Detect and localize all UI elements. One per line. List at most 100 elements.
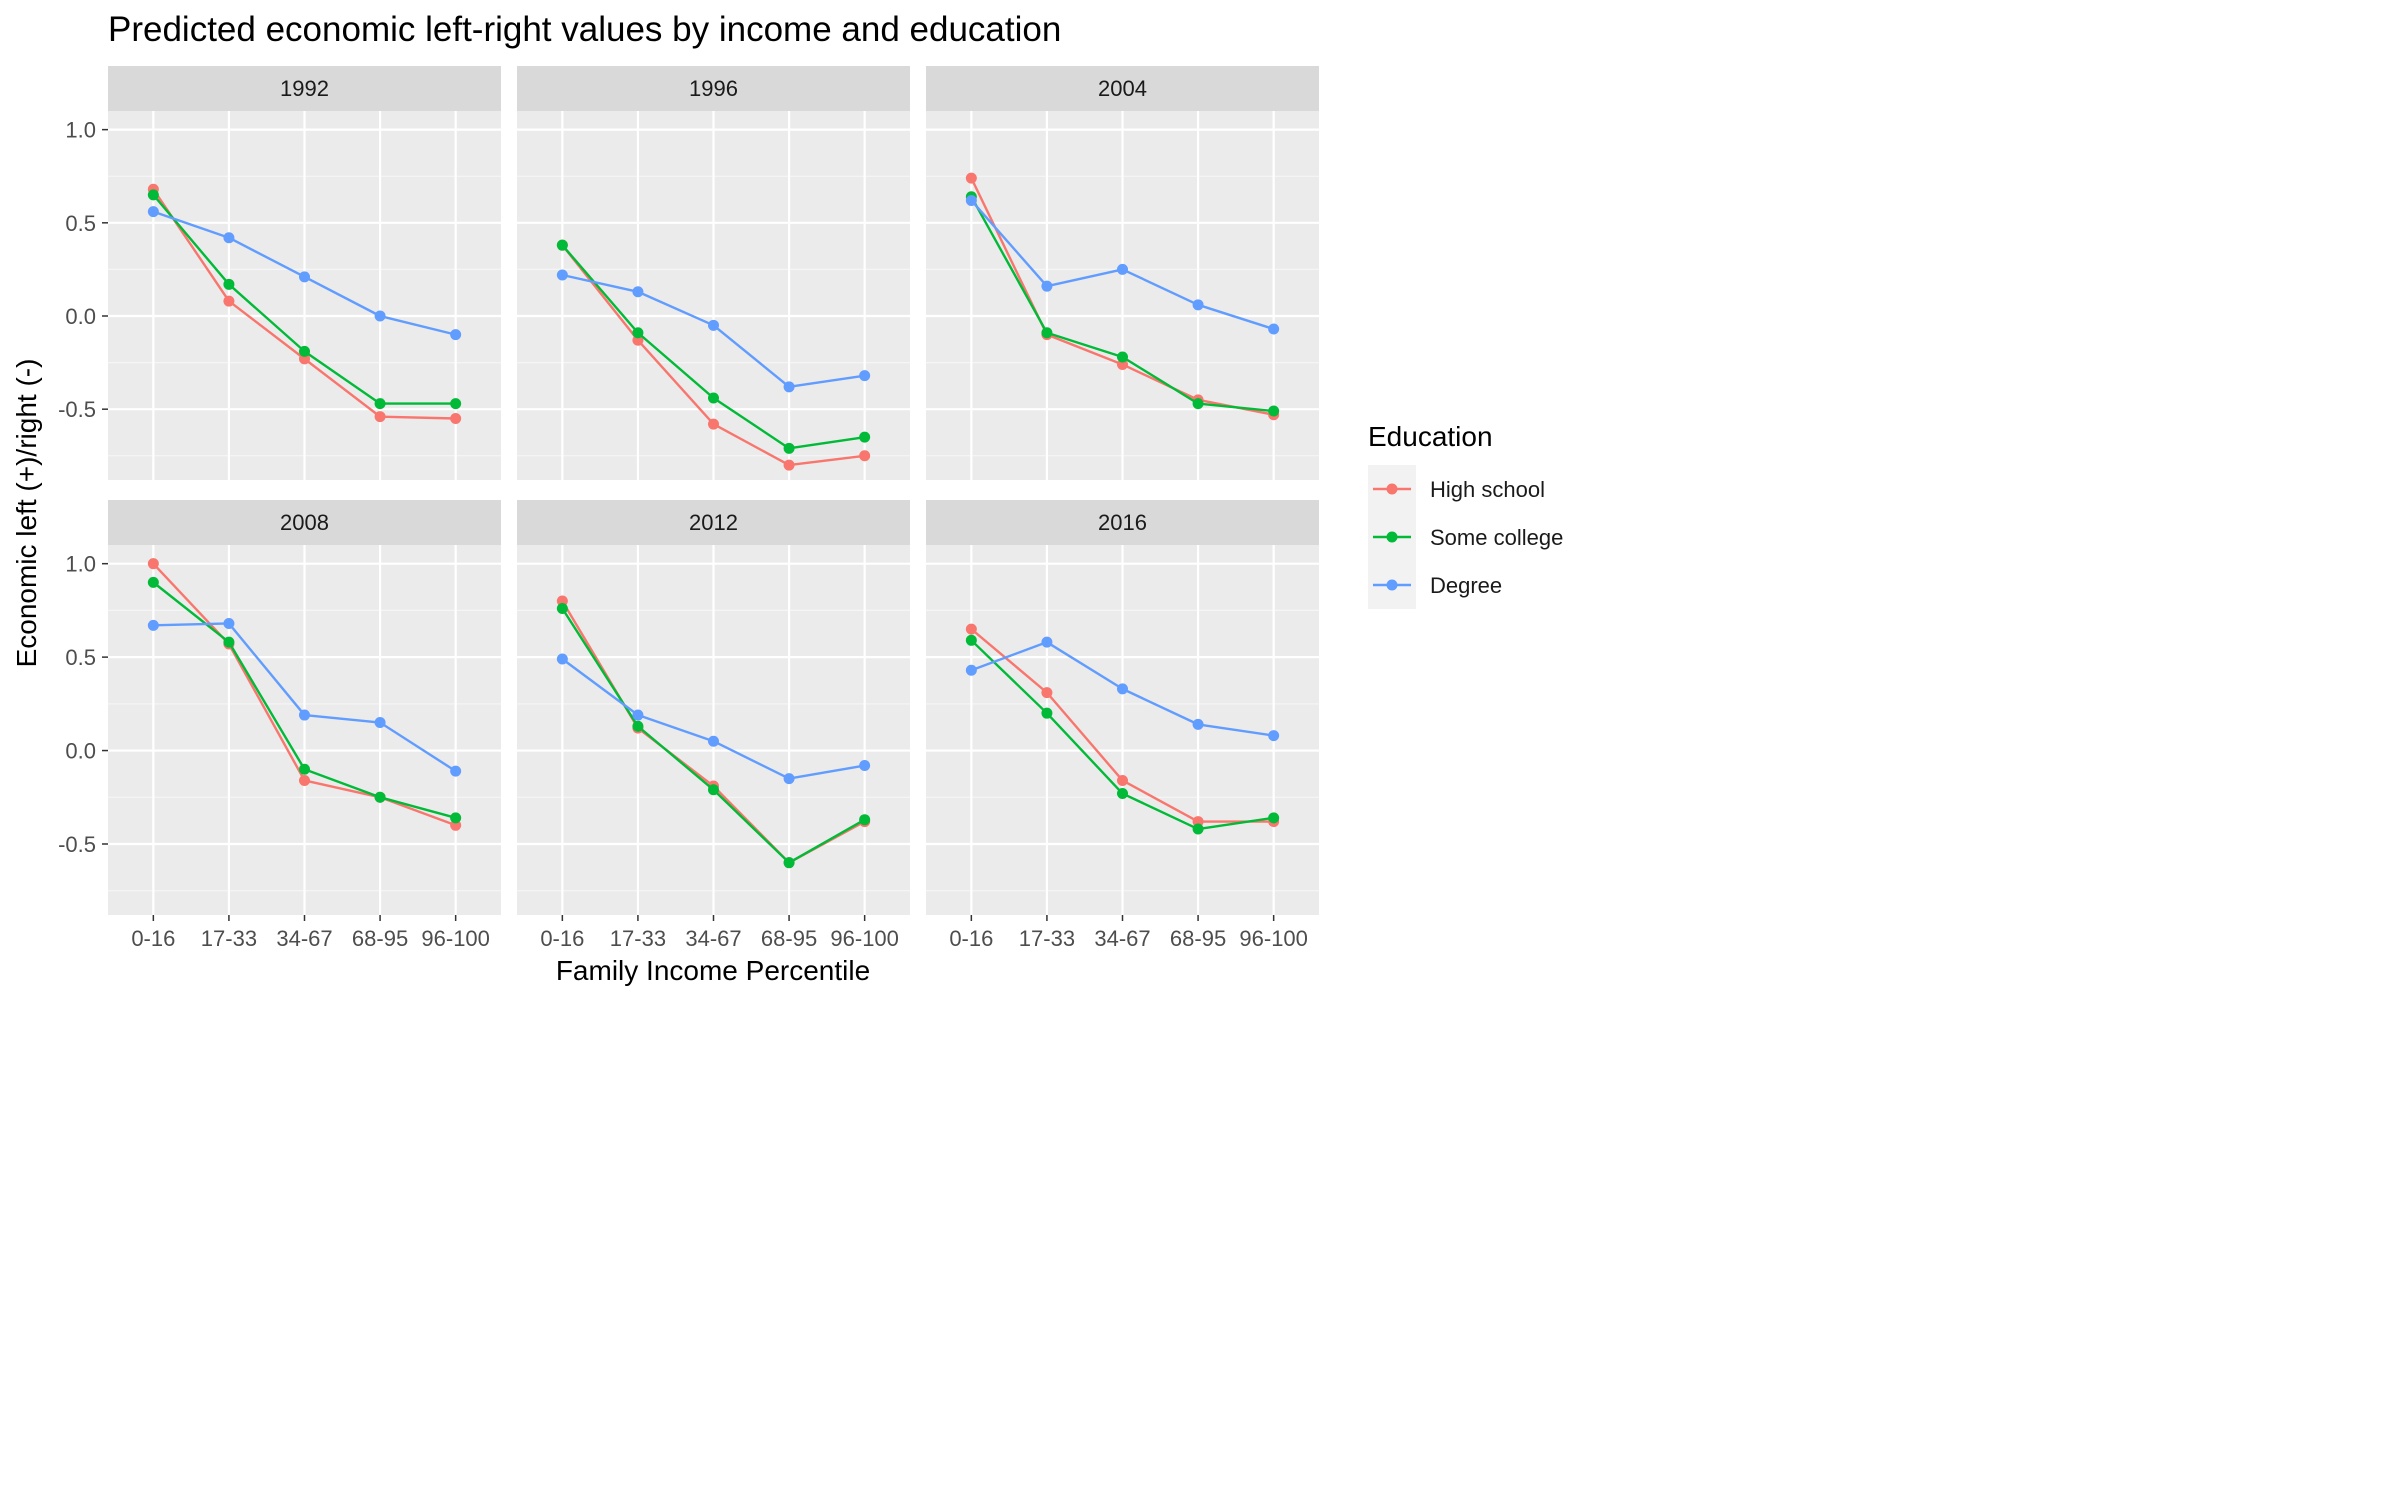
data-point-degree xyxy=(965,664,977,676)
x-tick-label: 96-100 xyxy=(830,926,899,951)
x-tick-label: 17-33 xyxy=(610,926,666,951)
strip-label-2016: 2016 xyxy=(1098,510,1147,535)
y-axis-title: Economic left (+)/right (-) xyxy=(11,359,42,668)
data-point-degree xyxy=(1041,280,1053,292)
data-point-some-college xyxy=(1041,327,1053,339)
x-tick-label: 0-16 xyxy=(949,926,993,951)
data-point-degree xyxy=(147,619,159,631)
data-point-degree xyxy=(632,709,644,721)
data-point-degree xyxy=(1268,730,1280,742)
legend-key-point-some-college xyxy=(1386,531,1398,543)
y-tick-label: 0.5 xyxy=(65,645,96,670)
data-point-some-college xyxy=(556,239,568,251)
strip-label-1996: 1996 xyxy=(689,76,738,101)
data-point-some-college xyxy=(859,431,871,443)
data-point-degree xyxy=(223,232,235,244)
data-point-some-college xyxy=(374,791,386,803)
data-point-degree xyxy=(783,381,795,393)
data-point-degree xyxy=(1117,683,1128,695)
data-point-some-college xyxy=(708,784,719,796)
data-point-degree xyxy=(1117,263,1128,275)
data-point-some-college xyxy=(450,398,462,410)
x-tick-label: 68-95 xyxy=(1170,926,1226,951)
data-point-some-college xyxy=(374,398,386,410)
x-tick-label: 68-95 xyxy=(352,926,408,951)
data-point-some-college xyxy=(1192,823,1204,835)
data-point-degree xyxy=(556,653,568,665)
panel-2008: 2008 1.0 0.5 0.0 -0.5 0-16 17-33 34-67 68-95 96-1… xyxy=(58,500,501,951)
data-point-some-college xyxy=(1268,405,1280,417)
data-point-high-school xyxy=(223,295,235,307)
x-tick-label: 17-33 xyxy=(201,926,257,951)
x-tick-label: 34-67 xyxy=(276,926,332,951)
data-point-degree xyxy=(1041,636,1053,648)
data-point-some-college xyxy=(783,857,795,869)
panel-2004: 2004 xyxy=(926,66,1319,480)
legend-label-degree: Degree xyxy=(1430,573,1502,598)
data-point-some-college xyxy=(1268,812,1280,824)
x-axis-title: Family Income Percentile xyxy=(556,955,870,986)
data-point-degree xyxy=(147,206,159,218)
data-point-some-college xyxy=(632,327,644,339)
data-point-degree xyxy=(450,329,462,341)
data-point-some-college xyxy=(299,763,310,775)
data-point-degree xyxy=(859,370,871,382)
x-tick-label: 68-95 xyxy=(761,926,817,951)
data-point-degree xyxy=(708,319,719,331)
strip-2008 xyxy=(108,500,501,545)
data-point-degree xyxy=(1192,299,1204,311)
data-point-high-school xyxy=(708,418,719,430)
data-point-degree xyxy=(632,286,644,298)
y-tick-label: 0.5 xyxy=(65,211,96,236)
strip-2012 xyxy=(517,500,910,545)
strip-label-2008: 2008 xyxy=(280,510,329,535)
data-point-high-school xyxy=(147,558,159,570)
legend-label-high-school: High school xyxy=(1430,477,1545,502)
data-point-some-college xyxy=(965,634,977,646)
data-point-degree xyxy=(783,773,795,785)
x-tick-label: 0-16 xyxy=(131,926,175,951)
data-point-high-school xyxy=(299,774,310,786)
data-point-degree xyxy=(859,760,871,772)
data-point-high-school xyxy=(965,172,977,184)
x-tick-label: 17-33 xyxy=(1019,926,1075,951)
x-tick-label: 34-67 xyxy=(685,926,741,951)
data-point-degree xyxy=(299,271,310,283)
data-point-high-school xyxy=(1117,774,1128,786)
data-point-some-college xyxy=(556,603,568,615)
strip-2004 xyxy=(926,66,1319,111)
data-point-high-school xyxy=(1041,687,1053,699)
data-point-degree xyxy=(299,709,310,721)
y-tick-label: 1.0 xyxy=(65,552,96,577)
data-point-high-school xyxy=(783,459,795,471)
data-point-high-school xyxy=(965,623,977,635)
x-tick-label: 96-100 xyxy=(421,926,490,951)
legend: Education High school Some college Degree xyxy=(1368,421,1563,609)
data-point-degree xyxy=(450,765,462,777)
data-point-some-college xyxy=(859,814,871,826)
chart-title: Predicted economic left-right values by … xyxy=(108,10,1061,49)
data-point-high-school xyxy=(374,411,386,423)
data-point-degree xyxy=(708,735,719,747)
data-point-degree xyxy=(1268,323,1280,335)
data-point-some-college xyxy=(223,278,235,290)
y-tick-label: -0.5 xyxy=(58,832,96,857)
data-point-some-college xyxy=(450,812,462,824)
strip-label-2012: 2012 xyxy=(689,510,738,535)
data-point-some-college xyxy=(147,576,159,588)
data-point-degree xyxy=(374,717,386,729)
data-point-degree xyxy=(965,194,977,206)
data-point-some-college xyxy=(1117,351,1128,363)
chart-canvas: Predicted economic left-right values by … xyxy=(11,10,1563,986)
data-point-high-school xyxy=(450,413,462,424)
legend-key-point-high-school xyxy=(1386,483,1398,495)
data-point-degree xyxy=(556,269,568,281)
panel-2016: 2016 0-16 17-33 34-67 68-95 96-100 xyxy=(926,500,1319,951)
data-point-degree xyxy=(223,617,235,629)
y-tick-label: 1.0 xyxy=(65,118,96,143)
x-tick-label: 96-100 xyxy=(1239,926,1308,951)
panel-2012: 2012 0-16 17-33 34-67 68-95 96-100 xyxy=(517,500,910,951)
strip-1992 xyxy=(108,66,501,111)
y-tick-label: 0.0 xyxy=(65,739,96,764)
data-point-some-college xyxy=(632,720,644,732)
